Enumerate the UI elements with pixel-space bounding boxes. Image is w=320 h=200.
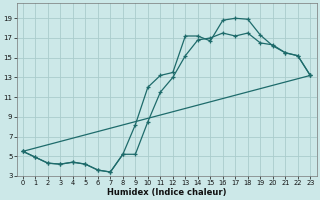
X-axis label: Humidex (Indice chaleur): Humidex (Indice chaleur) <box>107 188 226 197</box>
